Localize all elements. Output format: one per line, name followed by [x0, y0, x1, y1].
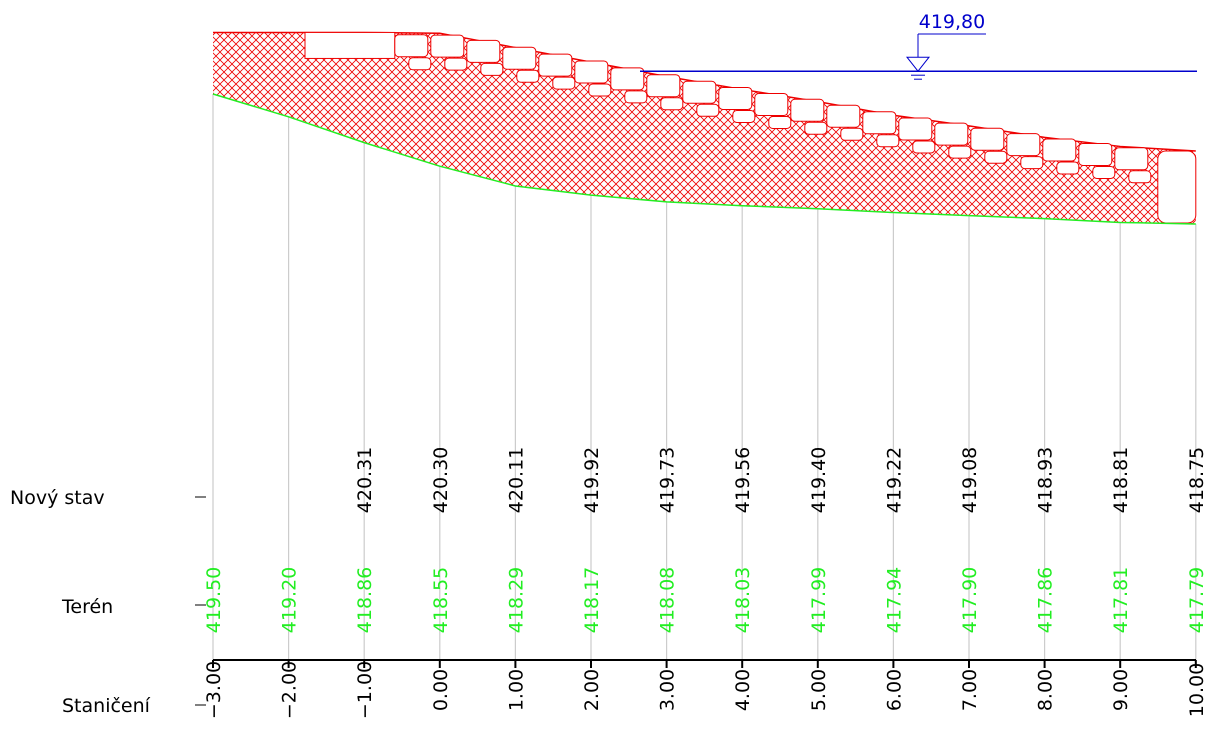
stone: [912, 140, 936, 154]
station-label: 5.00: [808, 669, 830, 711]
stone: [754, 92, 789, 116]
terrain-value: 418.08: [657, 567, 679, 633]
stone: [394, 34, 429, 58]
stone: [768, 115, 792, 129]
new-state-value: 420.31: [354, 447, 376, 513]
station-label: 1.00: [505, 669, 527, 711]
terrain-value: 417.86: [1035, 567, 1057, 633]
stone: [948, 145, 972, 159]
station-label: 10.00: [1186, 663, 1208, 717]
stone: [826, 104, 861, 128]
terrain-value: 418.29: [505, 567, 527, 633]
stone: [718, 86, 753, 110]
station-label: 7.00: [959, 669, 981, 711]
stone: [696, 103, 720, 117]
stone: [1114, 147, 1149, 171]
station-label: −1.00: [354, 661, 376, 719]
terrain-value: 417.90: [959, 567, 981, 633]
stone: [1006, 133, 1041, 157]
stone: [862, 111, 897, 135]
terrain-value: 417.99: [808, 567, 830, 633]
stone: [970, 127, 1005, 151]
stone: [444, 57, 468, 71]
stone: [480, 62, 504, 76]
row-label: Terén: [61, 596, 113, 618]
terrain-value: 419.50: [203, 567, 225, 633]
stone: [898, 117, 933, 141]
stone: [840, 127, 864, 141]
stone: [1056, 161, 1080, 175]
terrain-value: 418.03: [732, 567, 754, 633]
stone: [408, 57, 432, 71]
terrain-value: 417.94: [883, 567, 905, 633]
stone: [430, 34, 465, 58]
stone: [790, 98, 825, 122]
new-state-value: 418.75: [1186, 447, 1208, 513]
terrain-value: 418.86: [354, 567, 376, 633]
terrain-value: 418.17: [581, 567, 603, 633]
stone: [1157, 150, 1197, 224]
new-state-value: 418.93: [1035, 447, 1057, 513]
stone: [1042, 138, 1077, 162]
new-state-value: 420.30: [430, 447, 452, 513]
slab: [304, 31, 396, 59]
stone: [732, 109, 756, 123]
new-state-value: 419.40: [808, 447, 830, 513]
stone: [538, 53, 573, 77]
terrain-value: 419.20: [279, 567, 301, 633]
stone: [934, 122, 969, 146]
new-state-value: 420.11: [505, 447, 527, 513]
station-label: 0.00: [430, 669, 452, 711]
stone: [1020, 156, 1044, 170]
stone: [610, 67, 645, 91]
row-label: Staničení: [62, 695, 151, 717]
stone: [466, 39, 501, 63]
stone: [1128, 170, 1152, 184]
station-label: 2.00: [581, 669, 603, 711]
new-state-value: 419.92: [581, 447, 603, 513]
new-state-value: 418.81: [1110, 447, 1132, 513]
water-level-label: 419,80: [919, 11, 985, 33]
new-state-value: 419.73: [657, 447, 679, 513]
terrain-line: [212, 93, 1196, 225]
new-state-value: 419.22: [883, 447, 905, 513]
stone: [682, 80, 717, 104]
station-label: 9.00: [1110, 669, 1132, 711]
station-label: 6.00: [883, 669, 905, 711]
stone: [624, 90, 648, 104]
water-symbol: [905, 56, 931, 73]
stone: [1092, 165, 1116, 179]
fill-body: [213, 32, 1196, 224]
new-state-value: 419.08: [959, 447, 981, 513]
stone: [804, 121, 828, 135]
stone: [516, 69, 540, 83]
station-label: 4.00: [732, 669, 754, 711]
stone: [984, 150, 1008, 164]
terrain-value: 418.55: [430, 567, 452, 633]
station-label: −3.00: [203, 661, 225, 719]
terrain-value: 417.81: [1110, 567, 1132, 633]
stone: [660, 97, 684, 111]
new-state-value: 419.56: [732, 447, 754, 513]
station-label: 3.00: [657, 669, 679, 711]
station-label: −2.00: [279, 661, 301, 719]
stone: [1078, 142, 1113, 166]
stone: [574, 60, 609, 84]
terrain-value: 417.79: [1186, 567, 1208, 633]
stone: [588, 83, 612, 97]
stone: [646, 74, 681, 98]
station-label: 8.00: [1035, 669, 1057, 711]
row-label: Nový stav: [10, 487, 105, 509]
stone: [502, 46, 537, 70]
stone: [876, 134, 900, 148]
stone: [552, 76, 576, 90]
